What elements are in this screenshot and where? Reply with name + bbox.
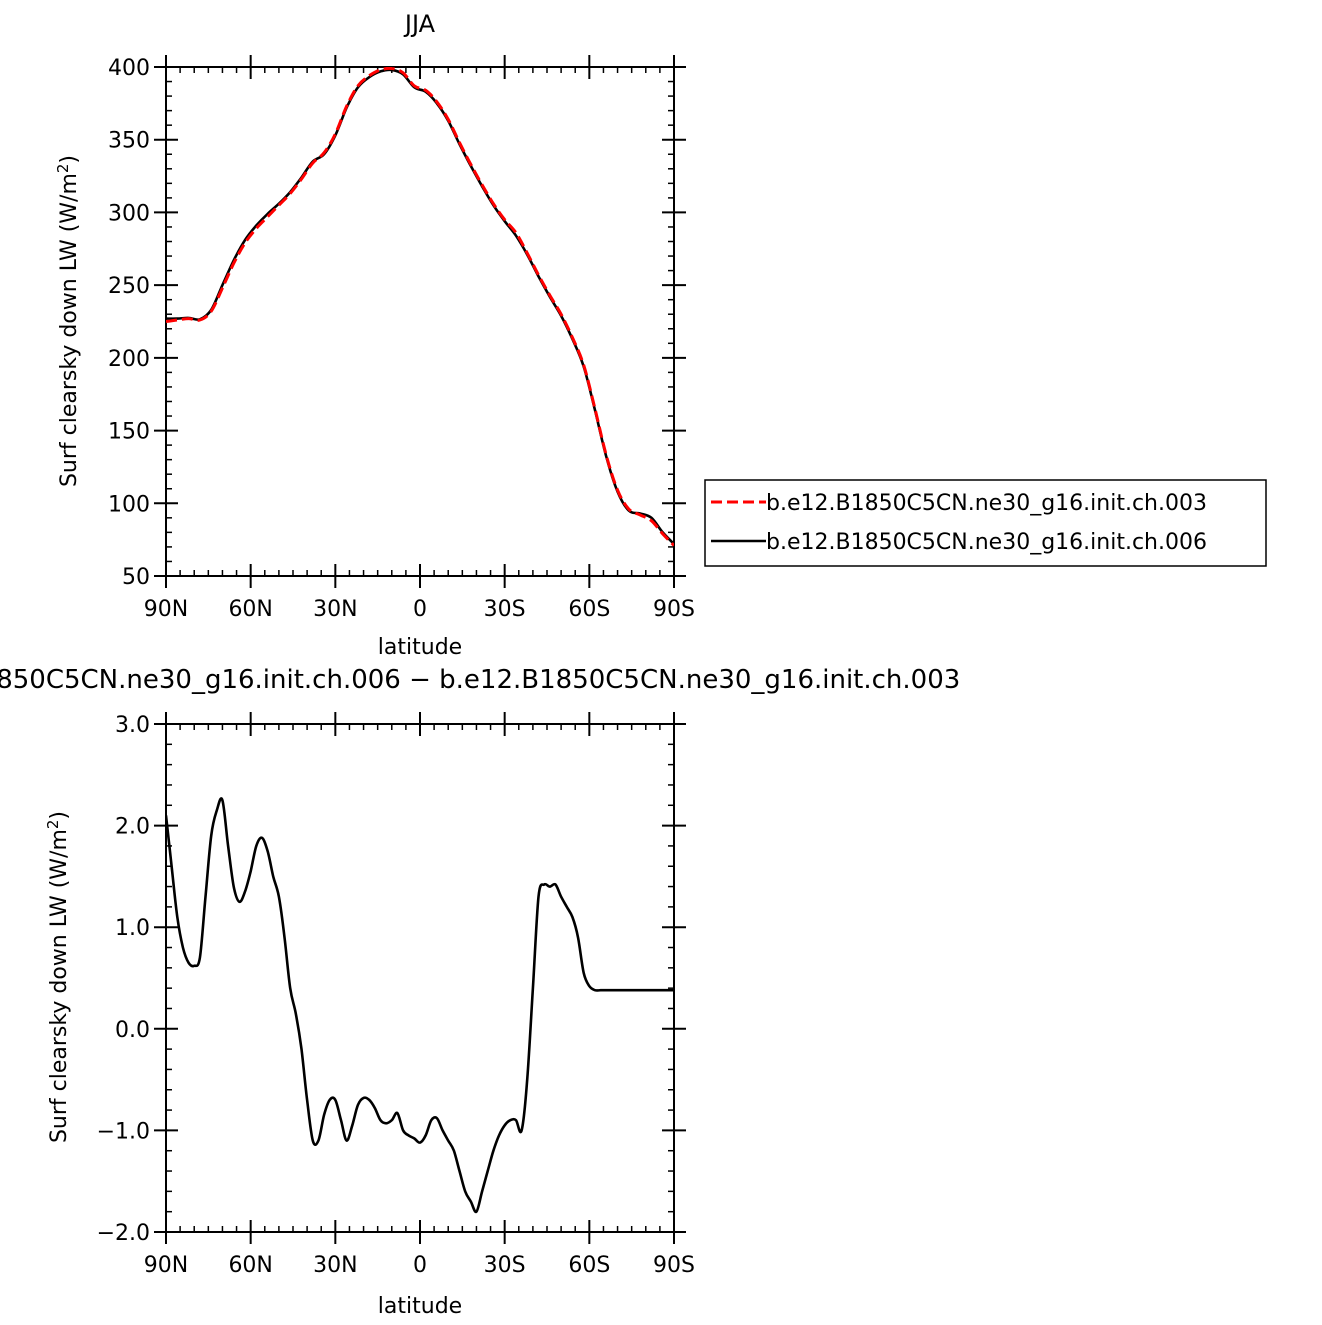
bottom-x-tick-label: 30S <box>484 1253 526 1278</box>
bottom-x-tick-label: 90N <box>144 1253 188 1278</box>
bottom-chart-title: b.e12.B1850C5CN.ne30_g16.init.ch.006 − b… <box>0 665 960 695</box>
top-y-axis-label-close: ) <box>57 155 82 164</box>
top-y-axis-label-sup: 2 <box>54 164 72 174</box>
bottom-x-tick-label: 60S <box>568 1253 610 1278</box>
bottom-y-axis-label: Surf clearsky down LW (W/m2) <box>44 811 72 1143</box>
top-plot-area: 90N 60N 30N 0 30S 60S 90S 400 350 300 250 200 150 100… <box>108 55 695 622</box>
top-y-tick-label: 250 <box>108 274 150 299</box>
top-y-axis-label-main: Surf clearsky down LW (W/m <box>57 173 82 487</box>
top-y-tick-label: 400 <box>108 56 150 81</box>
bottom-y-tick-label: −2.0 <box>97 1221 150 1246</box>
top-y-tick-label: 350 <box>108 129 150 154</box>
legend-label-003: b.e12.B1850C5CN.ne30_g16.init.ch.003 <box>766 491 1207 516</box>
top-y-tick-label: 200 <box>108 347 150 372</box>
bottom-y-axis-label-sup: 2 <box>44 820 62 830</box>
top-y-tick-label: 50 <box>122 565 150 590</box>
bottom-y-axis-label-main: Surf clearsky down LW (W/m <box>47 829 72 1143</box>
bottom-x-tick-label: 0 <box>413 1253 427 1278</box>
top-x-tick-label: 60S <box>568 597 610 622</box>
top-x-axis-label: latitude <box>378 635 462 660</box>
bottom-x-tick-label: 60N <box>228 1253 272 1278</box>
bottom-y-tick-label: 3.0 <box>115 713 150 738</box>
bottom-x-tick-label: 90S <box>653 1253 695 1278</box>
legend-label-006: b.e12.B1850C5CN.ne30_g16.init.ch.006 <box>766 530 1207 555</box>
bottom-y-axis-label-close: ) <box>47 811 72 820</box>
bottom-y-tick-label: 1.0 <box>115 916 150 941</box>
top-x-tick-label: 0 <box>413 597 427 622</box>
top-x-tick-label: 30N <box>313 597 357 622</box>
bottom-x-axis-label: latitude <box>378 1294 462 1319</box>
bottom-plot-area: 90N 60N 30N 0 30S 60S 90S 3.0 2.0 1.0 0.0 −1.0 −2.0 <box>97 712 695 1278</box>
legend: b.e12.B1850C5CN.ne30_g16.init.ch.003 b.e… <box>704 479 1267 567</box>
legend-box <box>704 479 1267 567</box>
top-x-tick-label: 60N <box>228 597 272 622</box>
top-y-axis-label: Surf clearsky down LW (W/m2) <box>54 155 82 487</box>
bottom-x-tick-label: 30N <box>313 1253 357 1278</box>
top-y-tick-label: 150 <box>108 420 150 445</box>
top-series-line-0 <box>166 67 674 547</box>
top-chart-title: JJA <box>403 10 436 38</box>
bottom-y-tick-label: −1.0 <box>97 1119 150 1144</box>
bottom-y-tick-label: 0.0 <box>115 1018 150 1043</box>
top-y-tick-label: 100 <box>108 492 150 517</box>
top-x-tick-label: 90S <box>653 597 695 622</box>
bottom-series-line-0 <box>166 797 674 1214</box>
top-x-tick-label: 30S <box>484 597 526 622</box>
top-x-tick-label: 90N <box>144 597 188 622</box>
top-y-tick-label: 300 <box>108 201 150 226</box>
bottom-y-tick-label: 2.0 <box>115 815 150 840</box>
